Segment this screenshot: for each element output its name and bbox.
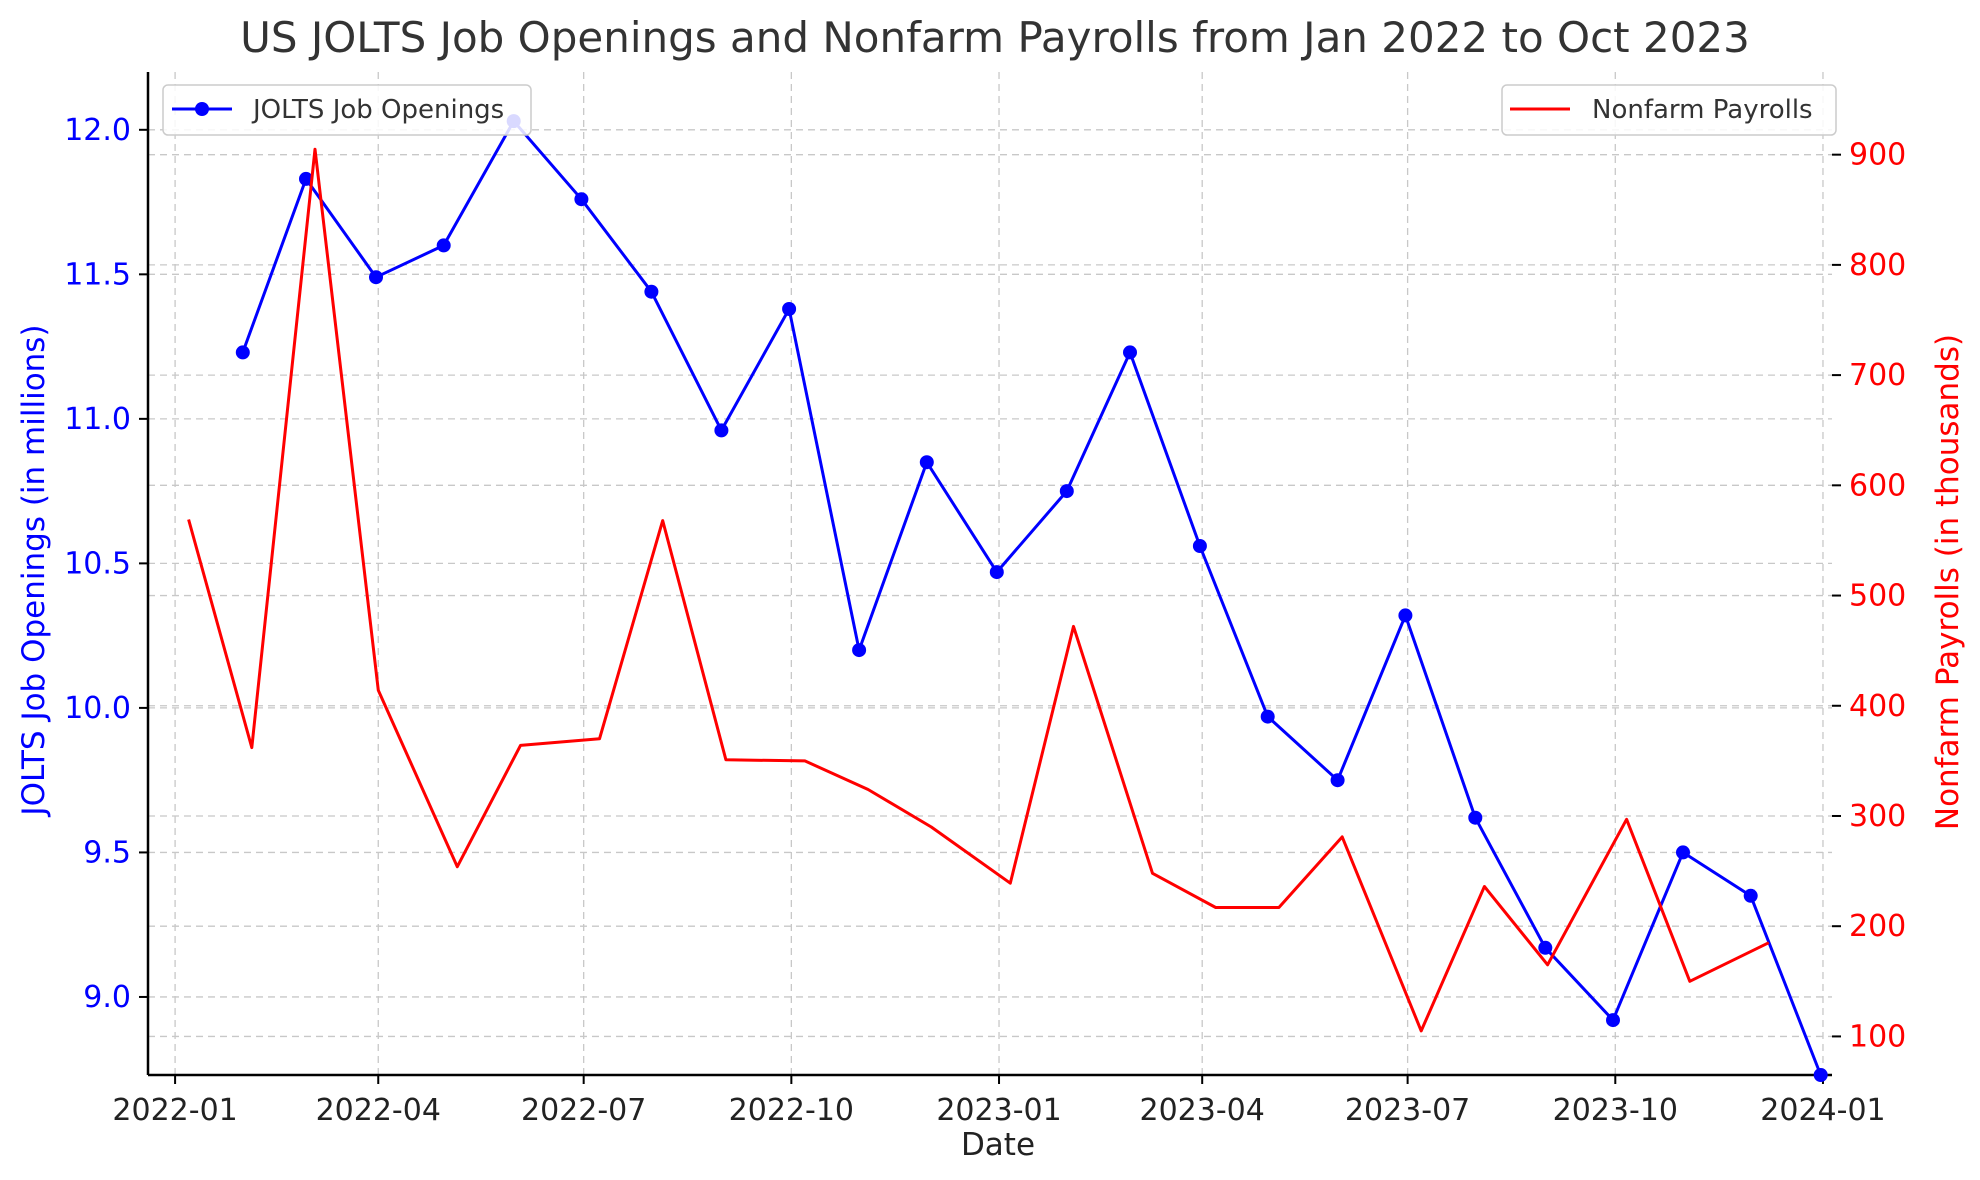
jolts-point (436, 238, 451, 253)
y-left-tick-label: 9.0 (83, 980, 131, 1015)
y-right-tick-label: 700 (1849, 358, 1906, 393)
y-right-tick-label: 500 (1849, 579, 1906, 614)
jolts-point (1676, 845, 1690, 860)
left-y-axis-title: JOLTS Job Openings (in millions) (16, 324, 52, 817)
y-left-tick-label: 10.5 (64, 546, 131, 581)
x-tick-label: 2022-07 (521, 1093, 646, 1128)
series-jolts (235, 114, 1828, 1082)
y-right-tick-label: 100 (1849, 1019, 1906, 1054)
nonfarm-line (187, 147, 1770, 1033)
y-right-tick-label: 800 (1849, 248, 1906, 283)
jolts-point (1538, 940, 1553, 955)
legend-nonfarm: Nonfarm Payrolls (1501, 84, 1837, 136)
jolts-point (644, 284, 659, 299)
x-tick-label: 2022-10 (729, 1093, 854, 1128)
jolts-point (714, 423, 729, 438)
jolts-point (1260, 709, 1275, 724)
jolts-line (241, 119, 1823, 1076)
right-y-axis-ticks: 100 200 300 400 500 600 700 800 900 (1832, 138, 1906, 1054)
jolts-point (1398, 608, 1413, 623)
jolts-point (235, 345, 250, 360)
jolts-point (1330, 773, 1345, 788)
jolts-point (919, 455, 934, 470)
jolts-point (574, 192, 589, 207)
y-right-tick-label: 400 (1849, 689, 1906, 724)
legend-nonfarm-label: Nonfarm Payrolls (1592, 95, 1813, 125)
x-tick-label: 2022-01 (112, 1093, 237, 1128)
x-tick-label: 2022-04 (316, 1093, 441, 1128)
series-nonfarm (187, 147, 1770, 1033)
legend-jolts-label: JOLTS Job Openings (251, 95, 504, 125)
jolts-point (1743, 888, 1758, 903)
jolts-point (989, 565, 1004, 580)
legend-jolts-box (162, 84, 532, 136)
y-right-tick-label: 900 (1849, 138, 1906, 173)
legend-jolts: JOLTS Job Openings (162, 84, 532, 136)
jolts-point (1606, 1013, 1620, 1028)
x-tick-label: 2023-10 (1553, 1093, 1678, 1128)
y-right-tick-label: 300 (1849, 799, 1906, 834)
x-tick-label: 2024-01 (1760, 1093, 1885, 1128)
y-right-tick-label: 600 (1849, 468, 1906, 503)
jolts-point (1468, 810, 1483, 825)
x-axis-ticks: 2022-01 2022-04 2022-07 2022-10 2023-01 2023-… (112, 1075, 1886, 1128)
x-axis-title: Date (961, 1127, 1035, 1163)
chart-title: US JOLTS Job Openings and Nonfarm Payrol… (240, 13, 1750, 62)
y-left-tick-label: 11.5 (64, 257, 131, 292)
jolts-point (369, 270, 383, 285)
left-y-axis-ticks: 9.0 9.5 10.0 10.5 11.0 11.5 12.0 (64, 113, 148, 1015)
y-left-tick-label: 9.5 (83, 835, 131, 870)
jolts-point (1813, 1068, 1828, 1082)
y-left-tick-label: 11.0 (64, 402, 131, 437)
x-tick-label: 2023-07 (1345, 1093, 1470, 1128)
y-left-tick-label: 12.0 (64, 113, 131, 148)
jolts-point (299, 171, 313, 186)
x-tick-label: 2023-04 (1140, 1093, 1265, 1128)
legend-jolts-marker (195, 102, 209, 116)
x-tick-label: 2023-01 (936, 1093, 1061, 1128)
grid-lines (148, 72, 1832, 1075)
jolts-point (1123, 345, 1137, 360)
legend-nonfarm-box (1501, 84, 1837, 136)
jolts-point (782, 302, 797, 316)
right-y-axis-title: Nonfarm Payrolls (in thousands) (1930, 334, 1966, 830)
jolts-point (1192, 539, 1207, 553)
y-left-tick-label: 10.0 (64, 691, 131, 726)
jolts-point (852, 643, 867, 658)
y-right-tick-label: 200 (1849, 909, 1906, 944)
jolts-point (1059, 484, 1074, 499)
